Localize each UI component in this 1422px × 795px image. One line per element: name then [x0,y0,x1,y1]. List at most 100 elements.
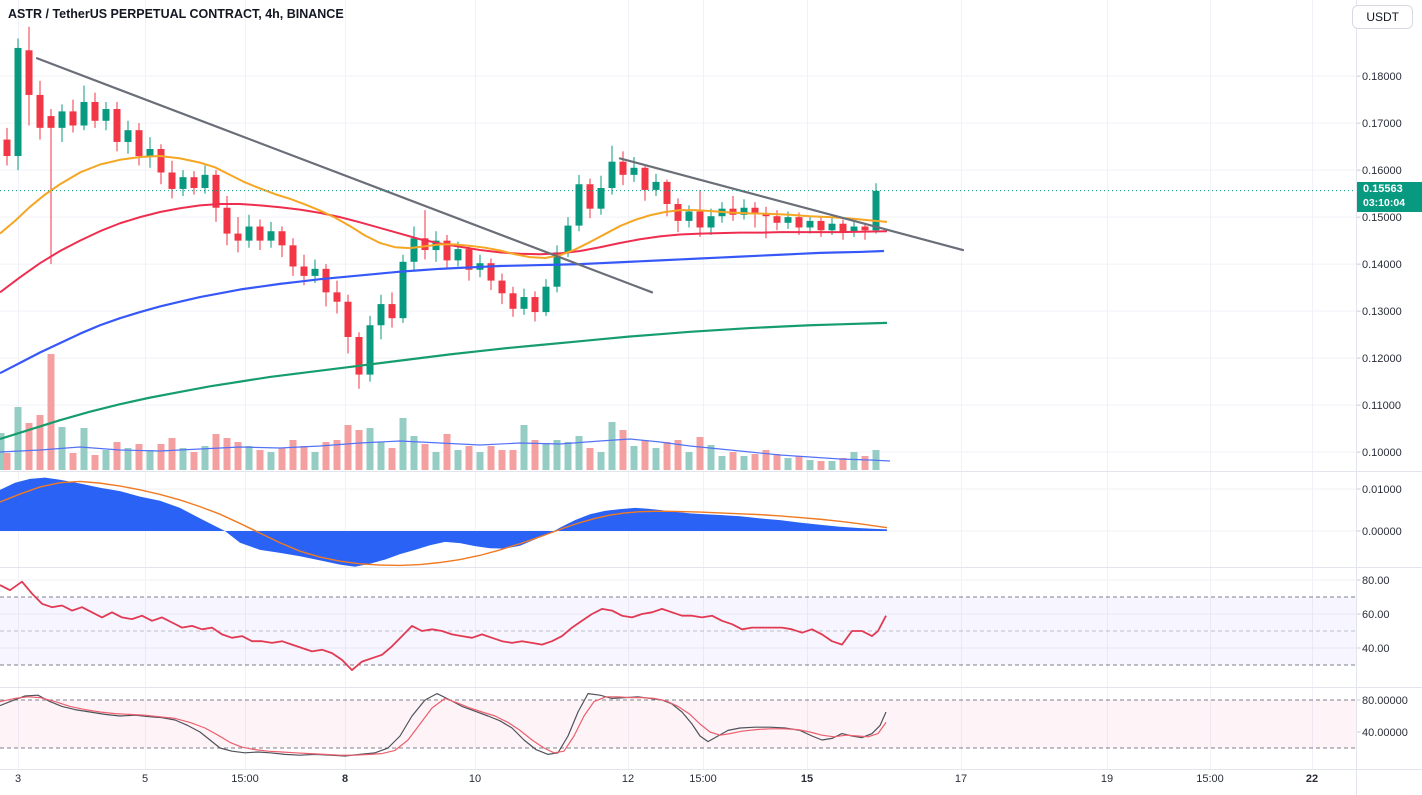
price-axis-label: 60.00 [1362,609,1390,621]
candle-body [256,226,264,241]
price-axis-label: 80.00 [1362,575,1390,587]
ma-slowest-line [0,321,888,441]
candle-body [47,116,55,128]
candle-body [168,172,176,189]
price-axis-label: 80.00000 [1362,695,1408,707]
candle-body [278,231,286,246]
candle-body [828,223,836,231]
volume-bar [729,452,737,470]
candle-body [652,181,660,190]
volume-bar [3,453,11,470]
volume-bar [762,450,770,470]
candle-body [740,207,748,215]
trendline[interactable] [618,157,965,252]
time-axis-label: 3 [15,773,21,785]
indicator-bands-layer [0,596,1356,749]
candle-body [344,301,352,337]
candle-body [553,252,561,287]
volume-bar [718,456,726,470]
ma-slow-line [0,249,885,375]
volume-bar [432,452,440,470]
last-price-value: 0.15563 [1363,183,1403,195]
volume-bar [751,454,759,470]
volume-bar [740,456,748,470]
candle-body [597,188,605,209]
time-axis-label: 15:00 [689,773,717,785]
volume-bar [245,446,253,470]
macd-signal-line [0,480,888,567]
volume-bar [795,456,803,470]
moving-averages-layer [0,155,888,441]
time-axis-label: 22 [1306,773,1318,785]
volume-bar [47,354,55,470]
candle-body [586,184,594,209]
volume-bar [531,440,539,470]
volume-bar [278,448,286,470]
volume-bar [388,448,396,470]
trendline[interactable] [35,57,654,294]
candle-body [619,161,627,175]
volume-bar [630,446,638,470]
volume-bar [344,425,352,470]
price-axis-label: 40.00000 [1362,727,1408,739]
candle-body [179,177,187,189]
candle-body [663,181,671,204]
volume-bar [674,440,682,470]
candle-body [454,249,462,261]
volume-bar [850,452,858,470]
volume-bar [80,428,88,470]
volume-bar [476,452,484,470]
volume-bar [520,425,528,470]
volume-bar [861,456,869,470]
stoch-k-line [0,693,887,757]
price-axis-label: 0.12000 [1362,353,1402,365]
price-axis-label: 0.16000 [1362,165,1402,177]
candle-body [520,297,528,309]
macd-area [0,477,887,567]
volume-bar [641,440,649,470]
candle-body [157,148,165,173]
price-axis-label: 0.11000 [1362,400,1401,412]
volume-bar [102,450,110,470]
candle-body [366,325,374,375]
candle-body [289,245,297,267]
time-axis-label: 5 [142,773,148,785]
currency-toggle-button[interactable]: USDT [1352,5,1413,29]
candle-body [146,148,154,157]
candle-body [641,167,649,190]
candle-body [25,50,33,95]
ma-fast-line [0,155,888,260]
volume-bar [410,436,418,470]
candle-body [80,101,88,126]
volume-bar [14,407,22,470]
candle-body [36,94,44,128]
volume-bar [663,442,671,470]
volume-bar [25,423,33,470]
volume-bar [69,453,77,470]
volume-bar [146,450,154,470]
candle-body [872,190,880,231]
time-axis-label: 17 [955,773,967,785]
volume-bar [696,437,704,470]
time-axis-label: 19 [1101,773,1113,785]
candle-body [388,304,396,319]
candle-body [311,268,319,276]
time-axis-label: 15:00 [1196,773,1224,785]
volume-bar [333,440,341,470]
volume-bar [454,450,462,470]
axis-labels-layer: 0.18000 0.17000 0.16000 0.15000 0.14000 0.130… [15,71,1408,785]
candle-body [751,207,759,214]
candle-body [564,225,572,253]
candle-body [333,292,341,302]
candle-body [3,139,11,157]
candle-body [630,167,638,175]
candle-body [542,286,550,313]
volume-bar [157,444,165,470]
candle-body [465,249,473,270]
volume-bar [322,442,330,470]
volume-bar [421,444,429,470]
volume-bar [168,438,176,470]
volume-bar [608,422,616,470]
